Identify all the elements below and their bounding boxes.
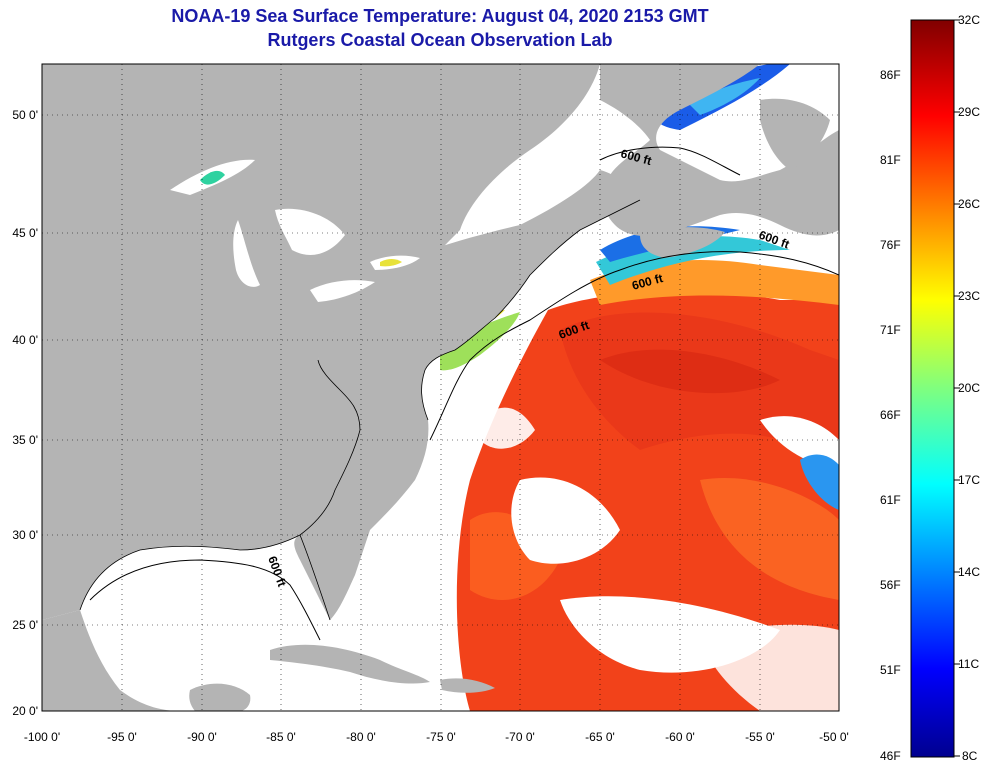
coastlines xyxy=(79,199,641,621)
colorbar-celsius-label: 11C xyxy=(958,657,980,671)
lon-label: -100 0' xyxy=(24,730,60,744)
lon-label: -65 0' xyxy=(585,730,615,744)
lat-label: 40 0' xyxy=(12,333,38,347)
bathymetry-contour xyxy=(89,146,839,641)
lat-label: 30 0' xyxy=(12,528,38,542)
map-area: 600 ft 600 ft 600 ft 600 ft 600 ft xyxy=(42,64,839,711)
map-subtitle: Rutgers Coastal Ocean Observation Lab xyxy=(267,30,613,50)
map-frame xyxy=(41,63,840,712)
lat-labels: 50 0' 45 0' 40 0' 35 0' 30 0' 25 0' 20 0… xyxy=(12,108,38,718)
lat-label: 20 0' xyxy=(12,704,38,718)
colorbar-celsius-label: 20C xyxy=(958,381,981,395)
lon-label: -90 0' xyxy=(187,730,217,744)
lon-label: -50 0' xyxy=(819,730,849,744)
map-title: NOAA-19 Sea Surface Temperature: August … xyxy=(171,6,709,26)
colorbar-celsius-label: 17C xyxy=(958,473,981,487)
lat-label: 25 0' xyxy=(12,618,38,632)
colorbar-celsius-label: 14C xyxy=(958,565,981,579)
colorbar-fahrenheit-label: 66F xyxy=(880,408,901,422)
lon-label: -80 0' xyxy=(346,730,376,744)
lat-label: 50 0' xyxy=(12,108,38,122)
lon-label: -75 0' xyxy=(426,730,456,744)
colorbar-celsius-label: 32C xyxy=(958,13,981,27)
lon-labels: -100 0' -95 0' -90 0' -85 0' -80 0' -75 … xyxy=(24,730,849,744)
lat-label: 45 0' xyxy=(12,226,38,240)
colorbar xyxy=(910,19,955,758)
colorbar-fahrenheit-label: 61F xyxy=(880,493,901,507)
colorbar-fahrenheit-label: 46F xyxy=(880,749,901,763)
lon-label: -85 0' xyxy=(266,730,296,744)
land xyxy=(42,64,839,711)
colorbar-ticks xyxy=(954,19,960,757)
colorbar-celsius-label: 26C xyxy=(958,197,981,211)
colorbar-celsius-label: 29C xyxy=(958,105,981,119)
colorbar-fahrenheit-label: 71F xyxy=(880,323,901,337)
colorbar-celsius-label: 8C xyxy=(962,749,978,763)
lat-label: 35 0' xyxy=(12,433,38,447)
colorbar-fahrenheit-label: 86F xyxy=(880,68,901,82)
lon-label: -55 0' xyxy=(745,730,775,744)
colorbar-fahrenheit-label: 56F xyxy=(880,578,901,592)
colorbar-fahrenheit-label: 51F xyxy=(880,663,901,677)
lon-label: -70 0' xyxy=(505,730,535,744)
colorbar-celsius-label: 23C xyxy=(958,289,981,303)
lon-label: -95 0' xyxy=(107,730,137,744)
sst-field xyxy=(440,64,839,711)
lon-label: -60 0' xyxy=(665,730,695,744)
colorbar-fahrenheit-label: 76F xyxy=(880,238,901,252)
colorbar-fahrenheit-label: 81F xyxy=(880,153,901,167)
